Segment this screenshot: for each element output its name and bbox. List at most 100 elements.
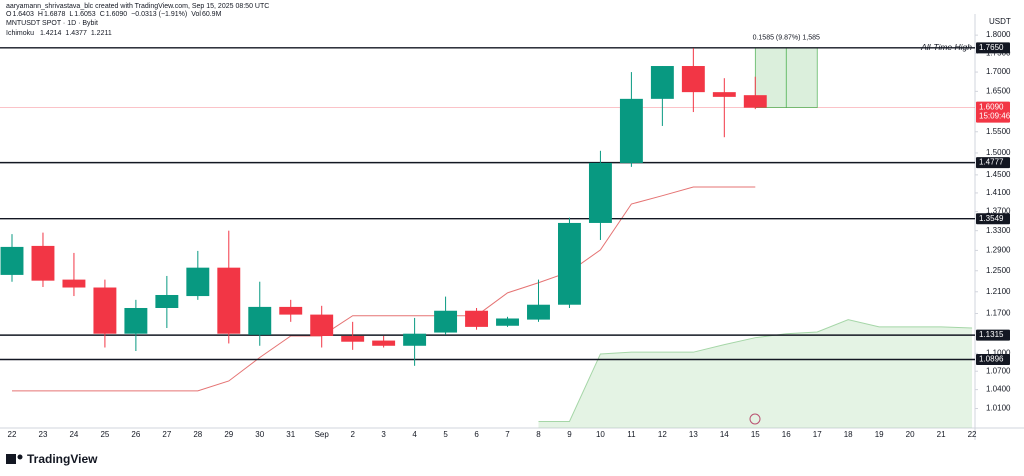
- candle: [93, 279, 117, 348]
- candle: [0, 234, 24, 282]
- candle: [62, 252, 86, 297]
- candle: [465, 307, 489, 330]
- ohlc-key: C: [100, 11, 105, 18]
- cloud-edge: [538, 319, 973, 422]
- x-tick-label: 14: [720, 430, 729, 439]
- candle: [155, 275, 179, 329]
- y-tick-label: 1.3700: [986, 207, 1011, 216]
- y-tick-label: 1.5000: [986, 148, 1011, 157]
- candle: [527, 279, 550, 322]
- candle-body: [62, 279, 86, 288]
- indicator-value: 1.4377: [65, 30, 87, 37]
- x-tick-label: 4: [412, 430, 417, 439]
- candle: [403, 317, 427, 366]
- candle: [558, 217, 581, 308]
- y-tick-label: 1.6500: [986, 86, 1011, 95]
- candle-body: [496, 318, 519, 326]
- x-tick-label: 13: [689, 430, 698, 439]
- indicator-value: 1.2211: [91, 30, 112, 37]
- ohlc-value: 1.6090: [106, 11, 128, 18]
- candle-body: [465, 310, 489, 327]
- x-tick-label: 21: [937, 430, 946, 439]
- candle: [31, 232, 55, 287]
- x-tick-label: 24: [69, 430, 78, 439]
- y-tick-label: 1.5500: [986, 127, 1011, 136]
- candle: [588, 150, 612, 240]
- candle-body: [712, 92, 736, 97]
- x-tick-label: 6: [474, 430, 479, 439]
- candle: [341, 321, 365, 350]
- measure-label: 0.1585 (9.87%) 1,585: [753, 35, 820, 42]
- event-icon: [749, 413, 761, 425]
- x-tick-label: 10: [596, 430, 605, 439]
- level-label: 1.4777: [979, 158, 1004, 167]
- conversion-line: [12, 186, 756, 392]
- y-tick-label: 1.1000: [986, 348, 1011, 357]
- x-tick-label: 27: [162, 430, 171, 439]
- candle-body: [248, 306, 272, 335]
- y-tick-label: 1.0400: [986, 385, 1011, 394]
- ohlc-key: H: [38, 11, 43, 18]
- candle-body: [186, 267, 210, 297]
- candle-body: [341, 335, 365, 342]
- x-tick-label: 8: [536, 430, 541, 439]
- x-tick-label: 28: [193, 430, 202, 439]
- candle: [279, 299, 303, 322]
- candle: [217, 230, 241, 344]
- candle-body: [0, 246, 24, 275]
- level-tag: [976, 353, 1010, 365]
- candle: [681, 48, 705, 113]
- candle-body: [527, 304, 550, 320]
- candle: [650, 66, 674, 126]
- y-tick-label: 1.2100: [986, 287, 1011, 296]
- y-tick-label: 1.1700: [986, 309, 1011, 318]
- candle: [619, 72, 643, 167]
- level-label: 1.1315: [979, 330, 1004, 339]
- x-tick-label: 22: [8, 430, 17, 439]
- y-tick-label: 1.0700: [986, 366, 1011, 375]
- candle: [434, 296, 458, 335]
- x-tick-label: 30: [255, 430, 264, 439]
- candle-body: [310, 314, 334, 336]
- candle: [124, 299, 148, 352]
- candle: [248, 281, 272, 346]
- x-tick-label: 2: [350, 430, 355, 439]
- ohlc-value: −0.0313 (−1.91%): [131, 11, 187, 18]
- y-tick-label: 1.3300: [986, 226, 1011, 235]
- y-tick-label: 1.7000: [986, 67, 1011, 76]
- candle: [186, 250, 210, 300]
- ohlc-value: 1.6878: [44, 11, 66, 18]
- y-tick-label: 1.0100: [986, 404, 1011, 413]
- x-tick-label: 11: [627, 430, 636, 439]
- candle-body: [124, 307, 148, 334]
- x-tick-label: 12: [658, 430, 667, 439]
- ohlc-value: 60.9M: [202, 11, 222, 18]
- cloud-fill: [538, 319, 973, 428]
- y-tick-label: 1.2900: [986, 246, 1011, 255]
- ohlc-value: 1.6403: [12, 11, 34, 18]
- level-tag: [976, 157, 1010, 169]
- x-tick-label: 15: [751, 430, 760, 439]
- candle-body: [434, 310, 458, 333]
- candle: [743, 76, 767, 110]
- candle-body: [93, 287, 117, 334]
- x-tick-label: 31: [286, 430, 295, 439]
- x-tick-label: Sep: [315, 430, 330, 439]
- x-tick-label: 3: [381, 430, 386, 439]
- x-tick-label: 16: [782, 430, 791, 439]
- x-tick-label: 17: [813, 430, 822, 439]
- y-tick-label: 1.4500: [986, 170, 1011, 179]
- ohlc-key: Vol: [191, 11, 201, 18]
- candle-body: [31, 245, 55, 281]
- y-tick-label: 1.2500: [986, 266, 1011, 275]
- x-tick-label: 18: [844, 430, 853, 439]
- countdown: 15:09:46: [979, 112, 1011, 121]
- level-note: All-Time High: [920, 42, 972, 52]
- candle-body: [403, 333, 427, 346]
- candle-body: [279, 306, 303, 315]
- candle: [496, 316, 519, 327]
- candle-body: [588, 162, 612, 223]
- current-tag: [976, 101, 1010, 123]
- x-tick-label: 29: [224, 430, 233, 439]
